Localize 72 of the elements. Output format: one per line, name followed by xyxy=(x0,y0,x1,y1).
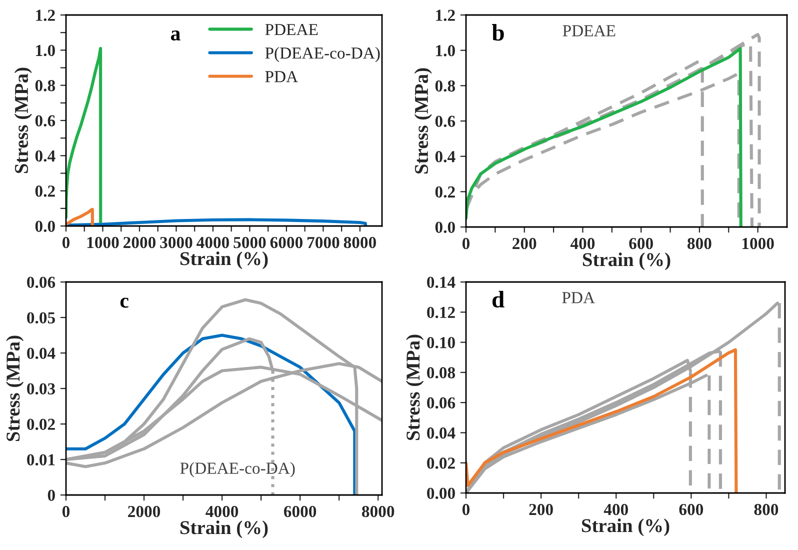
x-tick-label: 1000 xyxy=(87,236,119,248)
x-tick-label: 2000 xyxy=(124,236,156,248)
x-tick-label: 200 xyxy=(512,238,536,250)
x-tick-label: 600 xyxy=(629,238,653,250)
x-tick-label: 0 xyxy=(462,238,470,250)
y-tick-label: 1.0 xyxy=(436,45,455,56)
legend-label: PDA xyxy=(265,71,298,82)
y-tick-label: 0.12 xyxy=(427,306,455,318)
x-tick-label: 800 xyxy=(754,504,778,516)
y-tick-label: 0.0 xyxy=(435,222,455,234)
x-axis-title: Strain (%) xyxy=(180,520,268,538)
x-tick-label: 8000 xyxy=(344,236,376,248)
y-tick-label: 0 xyxy=(48,490,55,501)
x-tick-label: 400 xyxy=(604,504,628,516)
y-tick-label: 0.08 xyxy=(427,367,456,378)
y-tick-label: 0.2 xyxy=(435,186,455,198)
y-tick-label: 0.10 xyxy=(427,336,455,348)
y-axis-title: Stress (MPa) xyxy=(406,334,424,440)
x-tick-label: 400 xyxy=(570,238,595,250)
y-tick-label: 0.14 xyxy=(427,276,456,288)
annotation: b xyxy=(492,24,504,41)
x-tick-label: 200 xyxy=(529,504,553,516)
y-tick-label: 0.6 xyxy=(435,116,456,128)
annotation: a xyxy=(170,30,180,41)
y-tick-label: 0.06 xyxy=(427,397,456,409)
legend-label: P(DEAE-co-DA) xyxy=(265,46,380,62)
x-tick-label: 7000 xyxy=(307,236,340,248)
x-tick-label: 0 xyxy=(62,506,70,518)
y-tick-label: 0.01 xyxy=(27,454,55,466)
y-tick-label: 1.2 xyxy=(36,10,55,22)
annotation: PDEAE xyxy=(562,25,616,36)
x-tick-label: 6000 xyxy=(284,506,316,518)
y-tick-label: 0.2 xyxy=(35,186,55,197)
x-tick-label: 2000 xyxy=(128,506,160,518)
x-tick-label: 4000 xyxy=(196,236,230,248)
y-tick-label: 0.6 xyxy=(35,115,56,127)
x-tick-label: 8000 xyxy=(362,506,394,518)
y-tick-label: 0.0 xyxy=(35,220,55,232)
annotation: PDA xyxy=(562,292,595,304)
y-tick-label: 0.04 xyxy=(427,427,456,439)
x-tick-label: 6000 xyxy=(270,236,302,248)
y-tick-label: 0.05 xyxy=(27,312,55,324)
y-axis-title: Stress (MPa) xyxy=(414,68,432,174)
y-axis-title: Stress (MPa) xyxy=(6,336,24,442)
x-tick-label: 0 xyxy=(62,236,70,248)
y-tick-label: 0.8 xyxy=(435,80,456,92)
y-tick-label: 1.2 xyxy=(436,10,455,22)
x-tick-label: 1000 xyxy=(742,238,774,250)
x-tick-label: 0 xyxy=(462,504,470,516)
y-tick-label: 0.8 xyxy=(35,80,56,92)
x-axis-title: Strain (%) xyxy=(582,518,670,536)
x-tick-label: 600 xyxy=(679,504,704,516)
x-axis-title: Strain (%) xyxy=(180,252,268,270)
y-tick-label: 0.00 xyxy=(427,488,455,500)
y-tick-label: 0.4 xyxy=(35,150,56,162)
y-axis-title: Stress (MPa) xyxy=(14,68,32,174)
annotation: P(DEAE-co-DA) xyxy=(180,462,295,478)
y-tick-label: 0.06 xyxy=(27,276,56,288)
y-tick-label: 0.03 xyxy=(27,383,56,395)
x-tick-label: 4000 xyxy=(206,506,238,518)
y-tick-label: 0.4 xyxy=(435,151,456,162)
x-tick-label: 3000 xyxy=(160,236,192,248)
y-tick-label: 1.0 xyxy=(36,44,55,56)
legend-label: PDEAE xyxy=(265,24,318,36)
y-tick-label: 0.02 xyxy=(427,458,455,469)
x-tick-label: 5000 xyxy=(234,236,266,248)
y-tick-label: 0.04 xyxy=(27,348,56,360)
y-tick-label: 0.02 xyxy=(27,418,55,430)
annotation: c xyxy=(120,298,128,308)
x-tick-label: 800 xyxy=(688,238,712,250)
x-axis-title: Strain (%) xyxy=(582,252,670,270)
annotation: d xyxy=(492,290,504,308)
